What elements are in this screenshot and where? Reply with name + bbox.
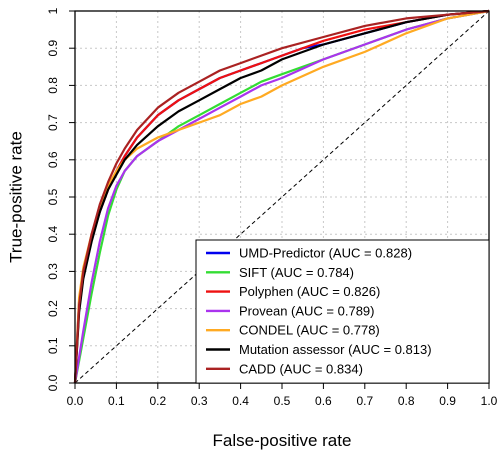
legend-box [195, 239, 490, 384]
x-tick-label: 0.8 [398, 394, 415, 408]
y-tick-label: 0.5 [46, 188, 60, 205]
x-tick-label: 0.6 [315, 394, 332, 408]
x-tick-label: 0.3 [191, 394, 208, 408]
x-tick-label: 0.9 [439, 394, 456, 408]
legend-label-0: UMD-Predictor (AUC = 0.828) [239, 246, 412, 261]
x-tick-label: 0.2 [149, 394, 166, 408]
y-tick-label: 0.7 [46, 114, 60, 131]
legend-label-1: SIFT (AUC = 0.784) [239, 265, 354, 280]
y-tick-label: 0.1 [46, 337, 60, 354]
legend-label-2: Polyphen (AUC = 0.826) [239, 284, 380, 299]
legend-label-4: CONDEL (AUC = 0.778) [239, 323, 380, 338]
y-tick-label: 0.2 [46, 300, 60, 317]
y-tick-label: 1 [46, 7, 60, 14]
legend-label-5: Mutation assessor (AUC = 0.813) [239, 342, 432, 357]
legend-label-3: Provean (AUC = 0.789) [239, 303, 374, 318]
x-axis-title: False-positive rate [213, 431, 352, 450]
x-tick-label: 0.1 [108, 394, 125, 408]
series-lines [73, 9, 490, 384]
y-tick-label: 0.0 [46, 374, 60, 391]
y-tick-label: 0.3 [46, 263, 60, 280]
x-tick-label: 0.4 [232, 394, 249, 408]
x-tick-label: 0.0 [67, 394, 84, 408]
x-tick-label: 0.5 [274, 394, 291, 408]
y-tick-label: 0.4 [46, 226, 60, 243]
y-axis-title: True-positive rate [7, 131, 26, 263]
series-line-6 [73, 9, 490, 384]
x-tick-label: 0.7 [356, 394, 373, 408]
legend: UMD-Predictor (AUC = 0.828) SIFT (AUC = 0… [195, 239, 490, 384]
reference-diagonal [74, 10, 490, 384]
y-tick-label: 0.6 [46, 151, 60, 168]
y-tick-label: 0.8 [46, 77, 60, 94]
legend-label-6: CADD (AUC = 0.834) [239, 361, 363, 376]
y-tick-label: 0.9 [46, 40, 60, 57]
y-axis-ticks: 0.0 0.1 0.2 0.3 0.4 0.5 0.6 0.7 0.8 0.9 1 [46, 7, 75, 391]
x-axis-ticks: 0.0 0.1 0.2 0.3 0.4 0.5 0.6 0.7 0.8 0.9 1.0 [67, 383, 498, 408]
x-tick-label: 1.0 [481, 394, 498, 408]
series-line-3 [73, 9, 490, 384]
series-line-5 [73, 9, 490, 384]
